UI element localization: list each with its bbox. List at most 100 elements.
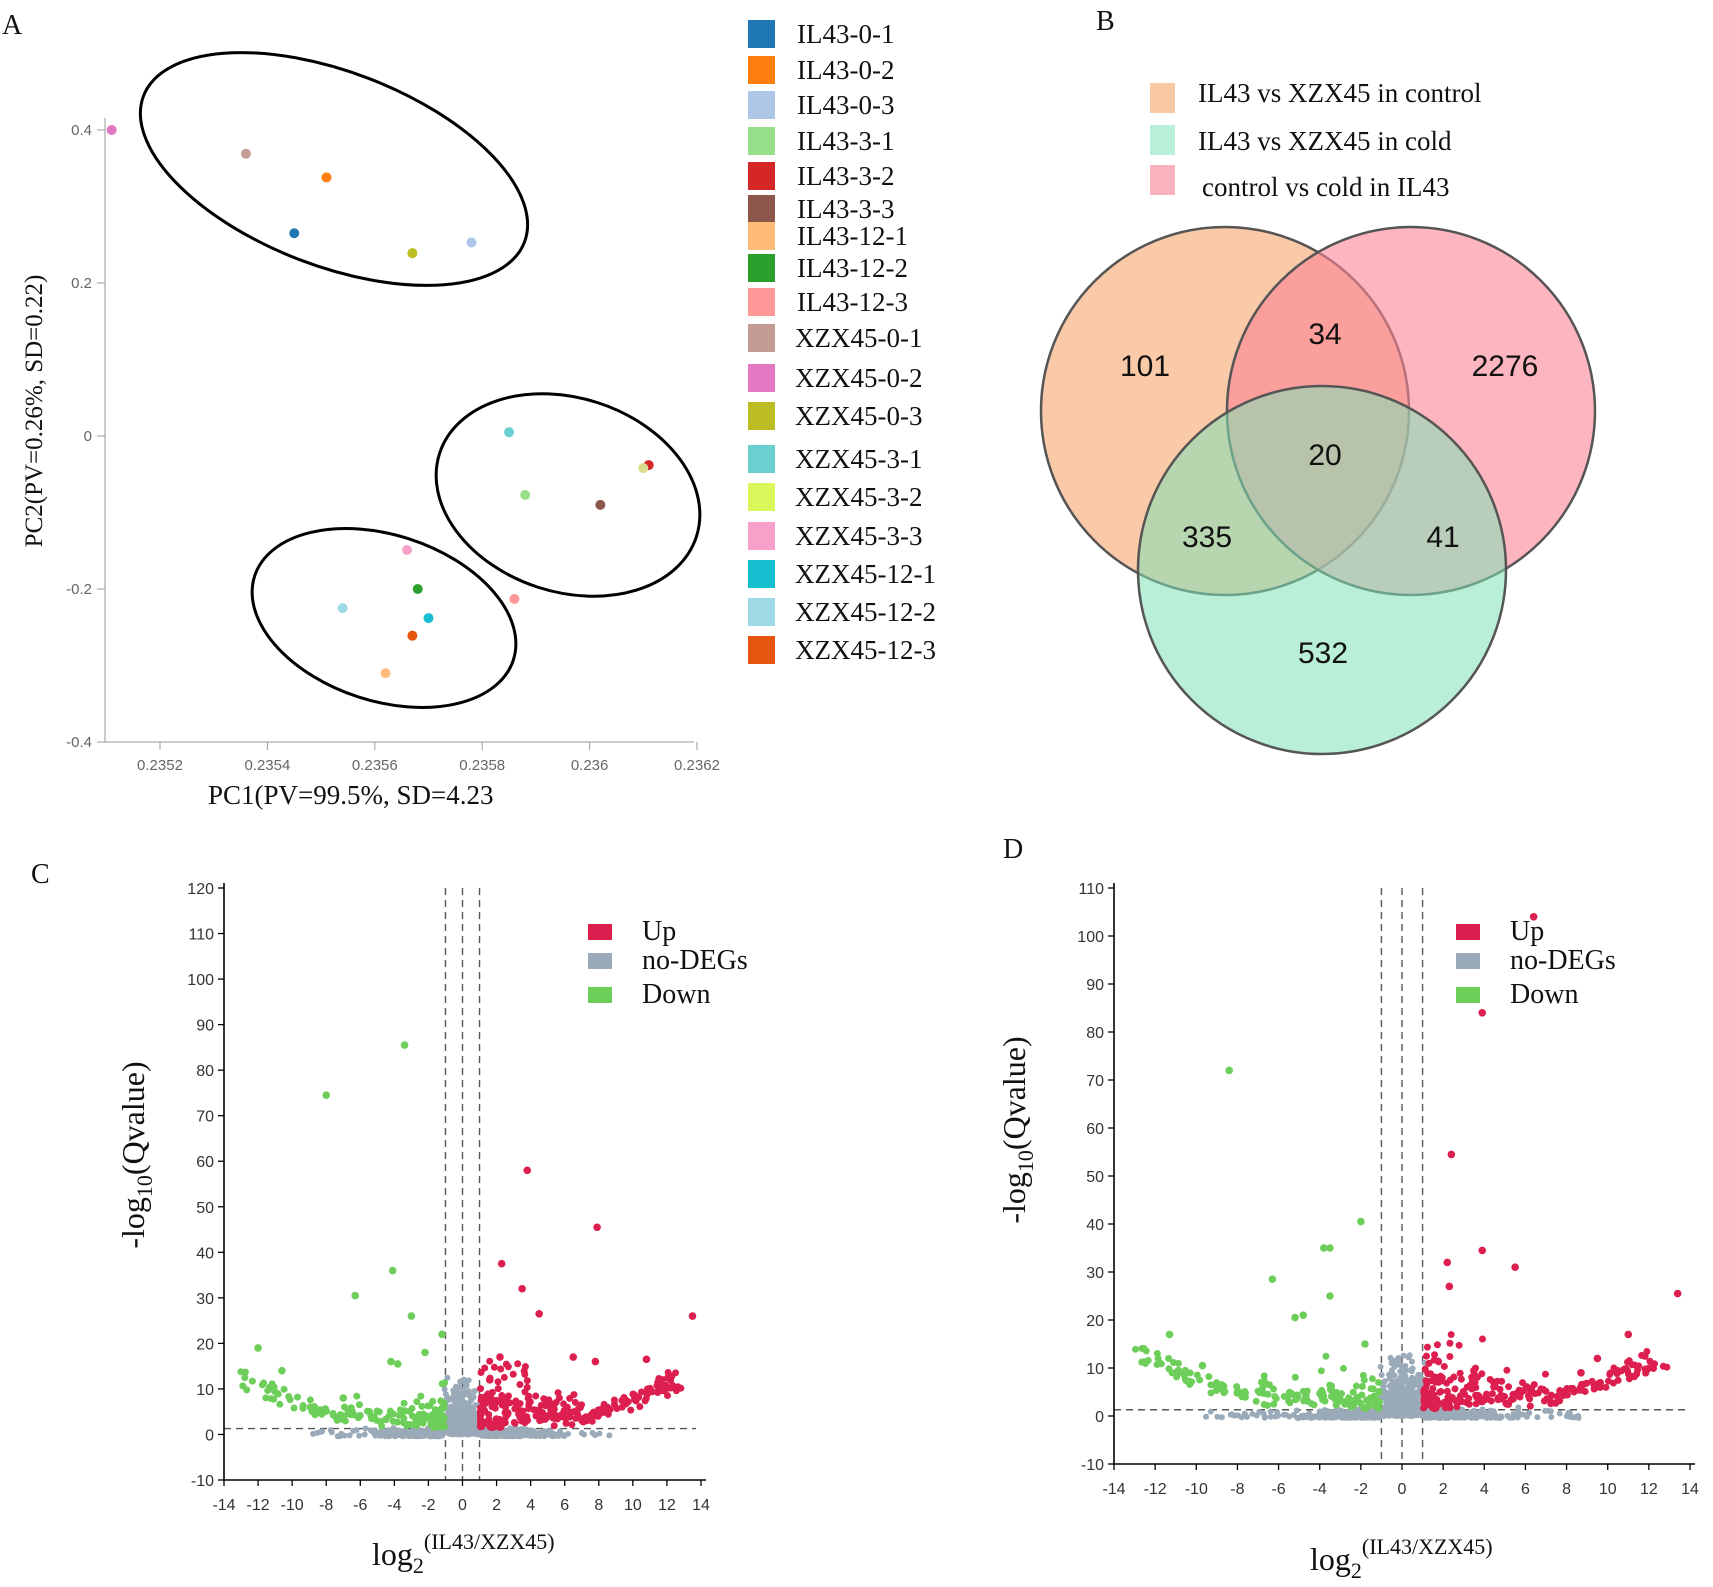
panel-a-pca: A 0.40.20-0.2-0.4 0.2352 0.2354 0.2356 0.23… <box>2 10 936 810</box>
c-up-point <box>674 1383 682 1391</box>
c-up-point <box>492 1415 500 1423</box>
c-down-point <box>407 1312 416 1320</box>
pca-point-il43-0-1 <box>289 228 300 239</box>
d-down-point <box>1339 1364 1347 1372</box>
c-up-point <box>667 1376 675 1384</box>
c-up-point <box>514 1360 522 1368</box>
c-nodeg-point <box>537 1431 544 1438</box>
d-down-point <box>1260 1372 1268 1380</box>
d-up-point <box>1447 1150 1456 1159</box>
c-y-label: -log10(Qvalue) <box>115 1061 157 1248</box>
c-x-tick-label: -8 <box>319 1497 333 1514</box>
d-down-point <box>1217 1382 1225 1390</box>
c-legend-label-no-degs: no-DEGs <box>642 945 748 976</box>
c-down-point <box>316 1407 324 1415</box>
d-up-point <box>1420 1386 1428 1394</box>
a-legend-label-il43-12-1: IL43-12-1 <box>797 221 908 251</box>
c-nodeg-point <box>460 1376 467 1383</box>
c-up-point <box>535 1406 543 1414</box>
d-up-point <box>1541 1370 1549 1378</box>
d-nodeg-point <box>1414 1403 1421 1410</box>
d-x-tick-label: 10 <box>1599 1481 1617 1498</box>
c-up-point <box>511 1419 519 1427</box>
c-down-point <box>339 1394 348 1402</box>
c-nodeg-point <box>356 1432 363 1439</box>
c-down-point <box>267 1395 275 1403</box>
d-up-point <box>1443 1387 1451 1395</box>
d-down-point <box>1205 1373 1213 1381</box>
d-up-point <box>1443 1258 1452 1267</box>
d-nodeg-point <box>1391 1408 1398 1415</box>
c-nodeg-point <box>450 1387 457 1394</box>
c-down-point <box>393 1360 402 1368</box>
c-up-point <box>511 1405 519 1413</box>
d-up-point <box>1420 1395 1428 1403</box>
b-legend-label-il43: control vs cold in IL43 <box>1202 172 1449 202</box>
d-up-point <box>1445 1282 1454 1291</box>
d-down-point <box>1357 1217 1365 1226</box>
a-legend-label-il43-0-1: IL43-0-1 <box>797 19 894 49</box>
a-legend-label-il43-3-3: IL43-3-3 <box>797 194 894 224</box>
d-up-point <box>1455 1341 1463 1349</box>
d-down-point <box>1144 1356 1152 1364</box>
d-down-point <box>1353 1393 1361 1401</box>
d-down-point <box>1332 1401 1340 1409</box>
c-nodeg-point <box>452 1397 459 1404</box>
c-nodeg-point <box>402 1432 409 1439</box>
d-nodeg-point <box>1397 1411 1404 1418</box>
d-down-point <box>1198 1361 1207 1370</box>
c-nodeg-point <box>310 1430 317 1437</box>
d-nodeg-point <box>1243 1413 1250 1420</box>
d-down-point <box>1310 1401 1318 1409</box>
c-down-point <box>434 1418 442 1426</box>
d-down-point <box>1170 1359 1178 1367</box>
d-up-point <box>1491 1383 1499 1391</box>
a-legend-swatch <box>748 162 775 190</box>
d-nodeg-point <box>1548 1413 1555 1420</box>
c-nodeg-point <box>454 1409 461 1416</box>
d-up-point <box>1478 1246 1487 1255</box>
d-up-point <box>1425 1359 1433 1367</box>
c-up-point <box>636 1403 644 1411</box>
d-nodeg-point <box>1390 1360 1397 1367</box>
c-nodeg-point <box>528 1427 535 1434</box>
pca-point-xzx45-3-3 <box>402 544 413 555</box>
c-y-tick-label: 90 <box>196 1018 214 1035</box>
d-x-label: log2(IL43/XZX45) <box>1310 1534 1493 1583</box>
a-legend-label-il43-12-3: IL43-12-3 <box>797 287 908 317</box>
d-up-point <box>1550 1399 1558 1407</box>
c-nodeg-point <box>456 1384 463 1391</box>
d-down-point <box>1326 1244 1334 1252</box>
d-legend-label-down: Down <box>1510 979 1578 1010</box>
d-nodeg-point <box>1370 1414 1377 1421</box>
c-nodeg-point <box>581 1431 588 1438</box>
a-y-ticks: 0.4 0.2 0 -0.2 -0.4 <box>66 122 105 751</box>
c-nodeg-point <box>423 1429 430 1436</box>
a-y-label: PC2(PV=0.26%, SD=0.22) <box>21 275 48 548</box>
a-legend-label-xzx45-0-1: XZX45-0-1 <box>795 323 922 353</box>
d-down-point <box>1186 1369 1194 1377</box>
c-down-point <box>290 1404 298 1412</box>
b-legend-swatch-control <box>1150 83 1175 113</box>
d-nodeg-point <box>1267 1413 1274 1420</box>
c-up-point <box>477 1369 485 1377</box>
c-up-point <box>593 1223 601 1232</box>
c-x-tick-label: 0 <box>458 1497 467 1514</box>
d-down-point <box>1320 1244 1328 1252</box>
d-nodeg-point <box>1391 1402 1398 1409</box>
d-down-point <box>1359 1371 1367 1379</box>
pca-point-xzx45-0-1 <box>240 148 251 159</box>
c-nodeg-point <box>361 1431 368 1438</box>
d-legend-swatch <box>1456 924 1480 940</box>
d-down-point <box>1207 1381 1215 1389</box>
panel-b-venn: B IL43 vs XZX45 in control IL43 vs XZX45… <box>1039 6 1597 756</box>
c-up-point <box>601 1404 609 1412</box>
d-up-point <box>1527 1387 1535 1395</box>
c-down-point <box>402 1420 410 1428</box>
d-down-point <box>1358 1383 1366 1391</box>
c-down-point <box>438 1330 446 1339</box>
d-up-point <box>1588 1377 1596 1385</box>
